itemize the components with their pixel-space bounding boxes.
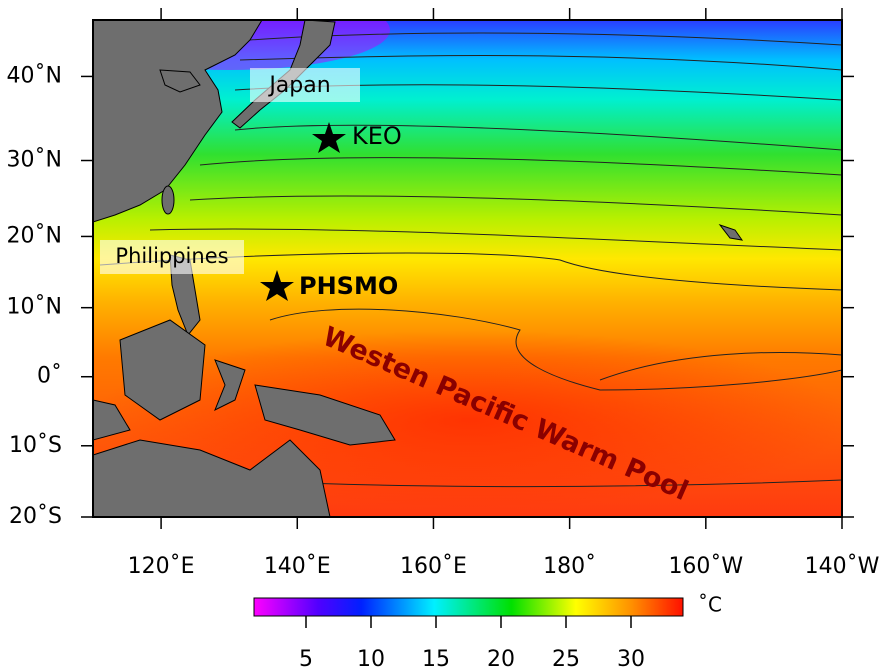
x-tick-label: 140˚E bbox=[264, 554, 331, 579]
y-tick-label: 10˚N bbox=[7, 295, 62, 320]
colorbar bbox=[253, 597, 684, 617]
japan-label: Japan bbox=[267, 73, 330, 98]
x-tick-label: 140˚W bbox=[805, 554, 880, 579]
colorbar-tick-label: 25 bbox=[552, 647, 580, 671]
x-tick-label: 160˚E bbox=[400, 554, 467, 579]
colorbar-unit: ˚C bbox=[698, 593, 722, 617]
x-tick-label: 180˚ bbox=[543, 554, 596, 579]
colorbar-tick-label: 15 bbox=[422, 647, 450, 671]
x-tick-label: 160˚W bbox=[668, 554, 743, 579]
phsmo-label: PHSMO bbox=[299, 272, 398, 300]
keo-star bbox=[312, 122, 346, 153]
y-tick-label: 0˚ bbox=[37, 364, 62, 389]
y-tick-label: 40˚N bbox=[7, 63, 62, 88]
phsmo-star bbox=[260, 270, 294, 301]
map-frame bbox=[92, 19, 843, 518]
map-body bbox=[93, 20, 842, 517]
land bbox=[93, 20, 744, 517]
label-box bbox=[100, 240, 244, 274]
colorbar-tick-label: 10 bbox=[357, 647, 385, 671]
y-tick-label: 10˚S bbox=[9, 433, 62, 458]
y-tick-label: 20˚S bbox=[9, 504, 62, 529]
colorbar-tick-label: 20 bbox=[487, 647, 515, 671]
label-box bbox=[250, 68, 360, 102]
colorbar-tick-label: 30 bbox=[617, 647, 645, 671]
sites bbox=[260, 122, 346, 301]
keo-label: KEO bbox=[352, 122, 402, 150]
philippines-label: Philippines bbox=[115, 244, 228, 268]
y-tick-label: 30˚N bbox=[7, 148, 62, 173]
x-tick-label: 120˚E bbox=[128, 554, 195, 579]
colorbar-tick-label: 5 bbox=[299, 647, 313, 671]
y-tick-label: 20˚N bbox=[7, 223, 62, 248]
